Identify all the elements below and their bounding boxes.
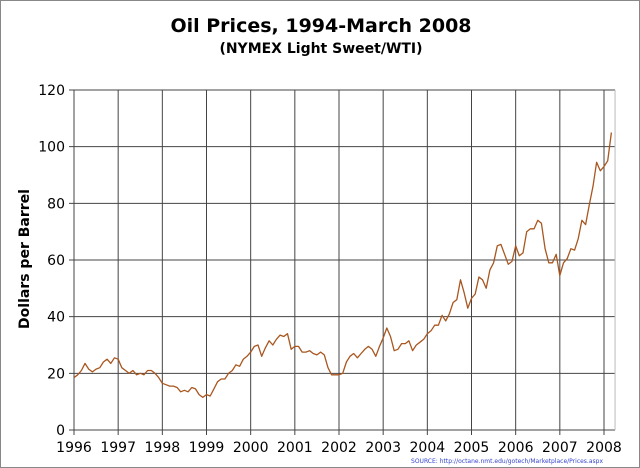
x-tick-label: 2008 bbox=[586, 440, 622, 456]
source-note: SOURCE: http://octane.nmt.edu/gotech/Mar… bbox=[411, 458, 603, 465]
y-tick-label: 80 bbox=[47, 196, 65, 212]
x-tick-label: 2003 bbox=[365, 440, 401, 456]
x-tick-label: 1999 bbox=[189, 440, 225, 456]
y-tick-label: 60 bbox=[47, 253, 65, 269]
x-tick-label: 2001 bbox=[277, 440, 313, 456]
y-tick-label: 40 bbox=[47, 310, 65, 326]
y-tick-label: 20 bbox=[47, 366, 65, 382]
y-tick-label: 0 bbox=[56, 423, 65, 439]
y-tick-label: 100 bbox=[38, 140, 65, 156]
x-tick-label: 1998 bbox=[145, 440, 181, 456]
x-tick-label: 2007 bbox=[542, 440, 578, 456]
x-tick-label: 2004 bbox=[410, 440, 446, 456]
x-tick-label: 2005 bbox=[454, 440, 490, 456]
y-tick-label: 120 bbox=[38, 83, 65, 99]
chart-title: Oil Prices, 1994-March 2008 bbox=[170, 15, 472, 37]
x-tick-label: 2006 bbox=[498, 440, 534, 456]
x-tick-label: 1996 bbox=[56, 440, 92, 456]
x-tick-label: 1997 bbox=[100, 440, 136, 456]
chart-subtitle: (NYMEX Light Sweet/WTI) bbox=[219, 41, 423, 57]
x-tick-label: 2000 bbox=[233, 440, 269, 456]
x-tick-label: 2002 bbox=[321, 440, 357, 456]
price-series-line bbox=[73, 132, 613, 399]
